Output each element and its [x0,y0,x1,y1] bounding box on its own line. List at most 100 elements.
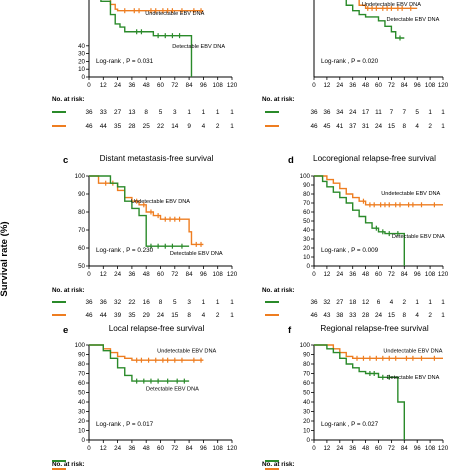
at-risk-value: 6 [377,299,381,306]
km-curve-detectable [100,0,193,77]
x-tick-label: 84 [401,445,408,452]
x-tick-label: 48 [143,271,150,278]
x-tick-label: 72 [388,82,395,89]
y-tick-label: 0 [82,437,86,444]
y-tick-label: 30 [78,51,85,58]
at-risk-value: 13 [128,109,136,116]
at-risk-value: 4 [202,123,206,130]
at-risk-value: 1 [187,109,191,116]
at-risk-value: 45 [323,123,331,130]
at-risk-value: 1 [441,109,445,116]
y-tick-label: 90 [303,182,310,189]
at-risk-value: 1 [230,109,234,116]
at-risk-value: 36 [323,109,331,116]
no-at-risk-label: No. at risk: [262,287,295,294]
panel-title: Locoregional relapse-free survival [313,154,436,163]
at-risk-value: 12 [362,299,370,306]
x-tick-label: 96 [200,82,207,89]
y-tick-label: 80 [303,361,310,368]
at-risk-value: 1 [202,109,206,116]
x-tick-label: 84 [186,82,193,89]
at-risk-value: 1 [230,123,234,130]
at-risk-value: 46 [310,312,318,319]
y-tick-label: 80 [303,191,310,198]
at-risk-value: 8 [403,123,407,130]
x-tick-label: 36 [349,445,356,452]
x-tick-label: 48 [362,271,369,278]
km-curve-undetectable [358,0,418,10]
y-tick-label: 50 [303,218,310,225]
at-risk-value: 4 [415,123,419,130]
at-risk-value: 24 [349,109,357,116]
x-tick-label: 96 [200,271,207,278]
y-tick-label: 60 [78,380,85,387]
at-risk-value: 27 [114,109,122,116]
panel-letter: d [288,155,294,166]
at-risk-value: 18 [349,299,357,306]
at-risk-value: 22 [157,123,165,130]
x-tick-label: 120 [227,445,238,452]
at-risk-value: 8 [159,299,163,306]
curve-label: Detectable EBV DNA [172,44,225,50]
curve-label: Undetectable EBV DNA [362,2,421,8]
at-risk-value: 32 [114,299,122,306]
x-tick-label: 12 [100,82,107,89]
at-risk-value: 1 [230,299,234,306]
x-tick-label: 96 [414,82,421,89]
at-risk-value: 46 [85,312,93,319]
curve-label: Detectable EBV DNA [170,251,223,257]
at-risk-value: 1 [216,109,220,116]
at-risk-value: 8 [187,312,191,319]
at-risk-value: 35 [114,123,122,130]
at-risk-value: 1 [428,109,432,116]
panel-letter: c [63,155,68,166]
panel-letter: f [288,325,292,336]
at-risk-value: 24 [375,312,383,319]
at-risk-value: 5 [159,109,163,116]
y-tick-label: 10 [78,66,85,73]
at-risk-value: 1 [216,299,220,306]
curve-label: Undetectable EBV DNA [157,349,216,355]
x-tick-label: 72 [171,82,178,89]
x-tick-label: 84 [401,271,408,278]
y-tick-label: 0 [307,437,311,444]
at-risk-value: 24 [375,123,383,130]
no-at-risk-label: No. at risk: [52,96,85,103]
x-tick-label: 120 [438,82,449,89]
x-tick-label: 24 [336,445,343,452]
at-risk-value: 37 [349,123,357,130]
at-risk-value: 1 [441,299,445,306]
at-risk-value: 36 [310,299,318,306]
at-risk-value: 36 [85,109,93,116]
panel-title: Local relapse-free survival [109,324,205,333]
at-risk-value: 9 [187,123,191,130]
x-tick-label: 72 [171,445,178,452]
at-risk-value: 2 [428,123,432,130]
x-tick-label: 84 [401,82,408,89]
at-risk-value: 3 [187,299,191,306]
curve-label: Undetectable EBV DNA [131,199,190,205]
logrank-label: Log-rank , P = 0.020 [321,58,379,65]
x-tick-label: 24 [114,271,121,278]
y-tick-label: 20 [303,418,310,425]
x-tick-label: 24 [336,271,343,278]
y-tick-label: 80 [78,361,85,368]
y-tick-label: 60 [303,380,310,387]
curve-label: Undetectable EBV DNA [381,191,440,197]
x-tick-label: 108 [213,271,224,278]
at-risk-value: 7 [390,109,394,116]
x-tick-label: 0 [312,82,316,89]
at-risk-value: 1 [415,299,419,306]
x-tick-label: 96 [414,445,421,452]
y-tick-label: 40 [78,43,85,50]
no-at-risk-label: No. at risk: [262,96,295,103]
x-tick-label: 60 [375,271,382,278]
x-tick-label: 120 [438,271,449,278]
x-tick-label: 12 [323,82,330,89]
x-tick-label: 60 [375,82,382,89]
at-risk-value: 46 [85,123,93,130]
y-tick-label: 0 [82,74,86,81]
logrank-label: Log-rank , P = 0.230 [96,247,154,254]
at-risk-value: 4 [390,299,394,306]
